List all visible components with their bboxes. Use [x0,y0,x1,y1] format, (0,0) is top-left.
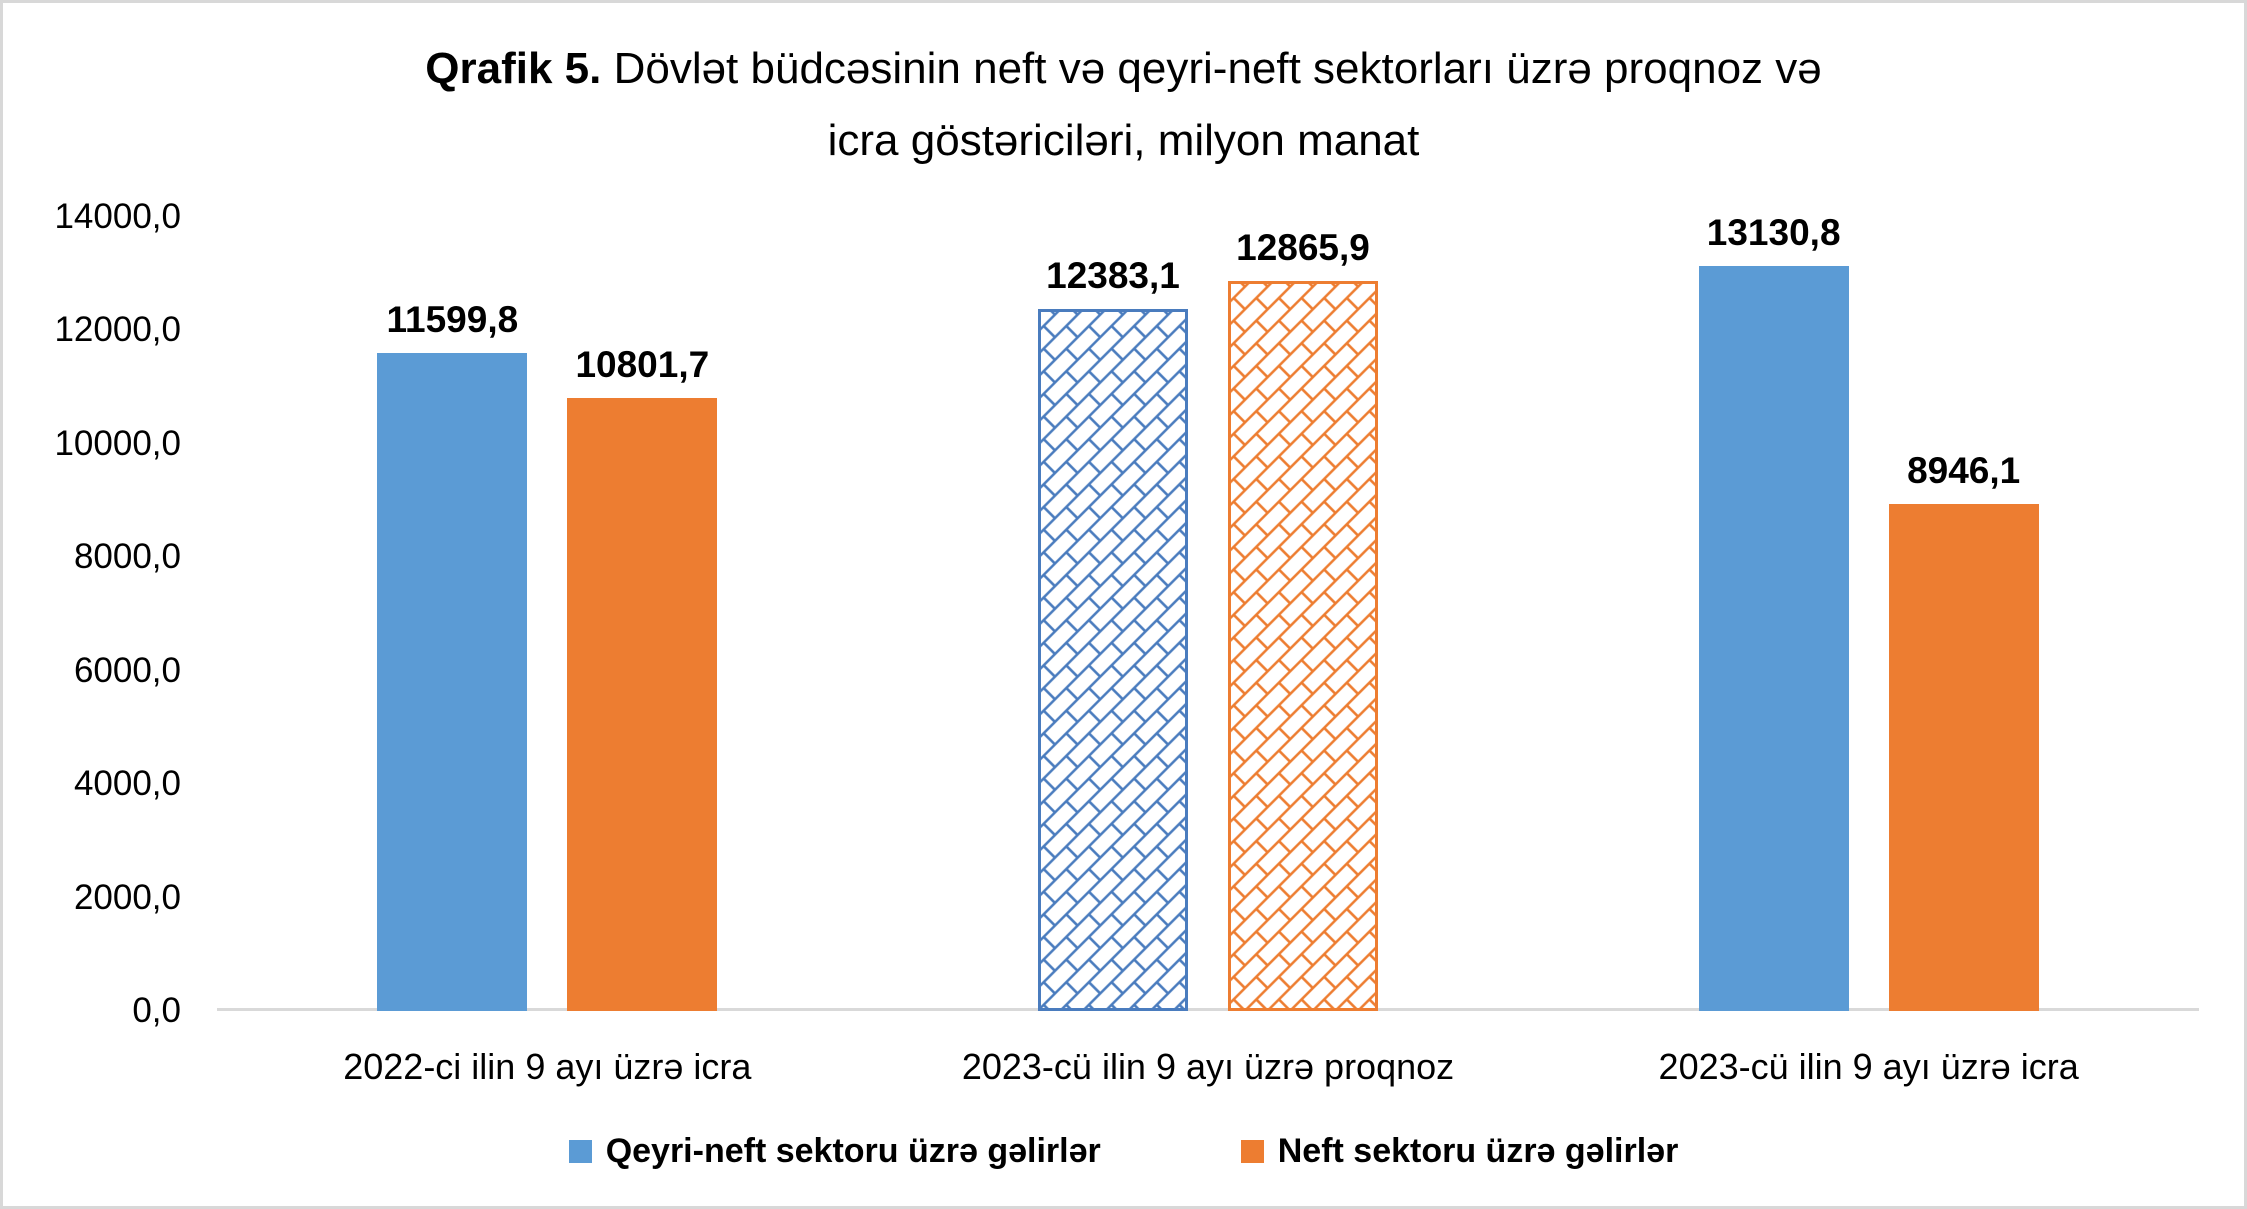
legend-swatch-orange [1240,1139,1264,1163]
category-label: 2023-cü ilin 9 ayı üzrə proqnoz [961,1046,1455,1087]
bar-neft-2 [1888,504,2039,1011]
y-axis-tick-label: 6000,0 [73,650,181,690]
legend: Qeyri-neft sektoru üzrə gəlirlər Neft se… [3,1121,2244,1181]
data-label: 12383,1 [1046,255,1180,296]
category-label: 2023-cü ilin 9 ayı üzrə icra [1658,1046,2079,1087]
chart-title-line1-rest: Dövlət büdcəsinin neft və qeyri-neft sek… [601,44,1822,93]
data-label: 10801,7 [575,344,710,385]
data-label: 11599,8 [386,299,519,340]
data-label: 8946,1 [1907,450,2021,491]
bar-qeyri-neft-0 [377,353,528,1011]
chart-title: Qrafik 5. Dövlət büdcəsinin neft və qeyr… [3,33,2244,177]
bar-qeyri-neft-1 [1038,309,1188,1011]
y-axis-tick-label: 2000,0 [73,877,181,917]
category-label: 2022-ci ilin 9 ayı üzrə icra [343,1046,752,1087]
y-axis-tick-label: 8000,0 [73,537,181,577]
legend-label-qeyri-neft: Qeyri-neft sektoru üzrə gəlirlər [605,1131,1101,1170]
y-axis-tick-label: 10000,0 [54,423,181,463]
legend-item-neft: Neft sektoru üzrə gəlirlər [1240,1131,1679,1171]
y-axis-tick-label: 14000,0 [54,197,181,236]
legend-swatch-blue [568,1139,592,1163]
y-axis-tick-label: 4000,0 [73,764,181,804]
bar-qeyri-neft-2 [1698,266,1849,1011]
legend-item-qeyri-neft: Qeyri-neft sektoru üzrə gəlirlər [568,1131,1101,1171]
chart-title-prefix: Qrafik 5. [425,44,602,93]
bar-neft-1 [1228,281,1378,1011]
data-label: 12865,9 [1236,227,1370,268]
y-axis-tick-label: 0,0 [132,991,181,1030]
y-axis-tick-label: 12000,0 [54,310,181,350]
legend-label-neft: Neft sektoru üzrə gəlirlər [1277,1131,1679,1170]
x-axis-line [217,1008,2199,1011]
chart-title-line1: Qrafik 5. Dövlət büdcəsinin neft və qeyr… [3,33,2244,105]
data-label: 13130,8 [1706,212,1841,253]
bar-neft-0 [567,398,718,1011]
chart-title-line2: icra göstəriciləri, milyon manat [827,116,1420,165]
